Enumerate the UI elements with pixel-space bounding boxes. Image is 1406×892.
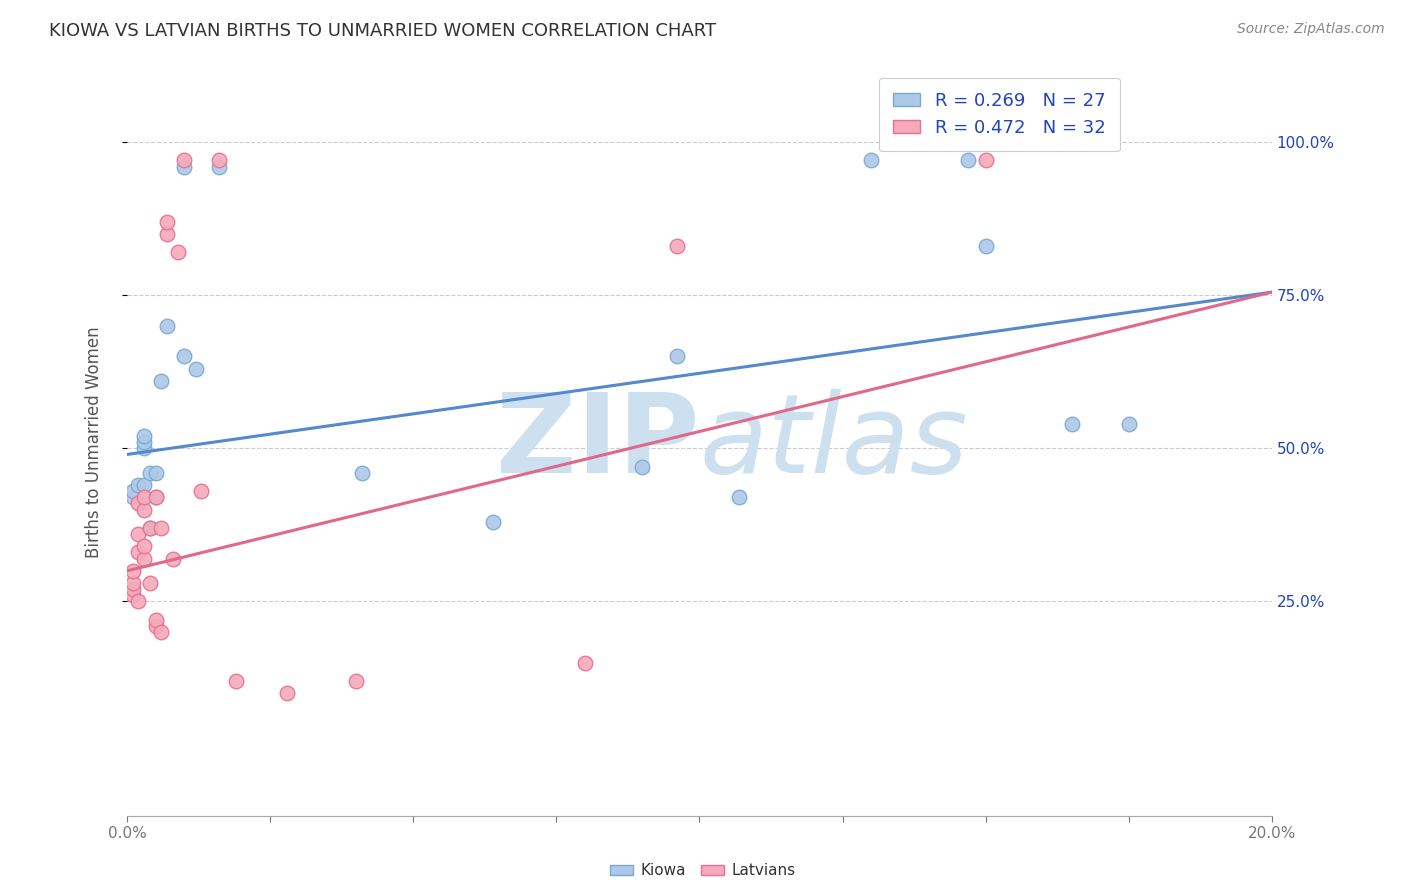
Point bbox=[482, 515, 505, 529]
Point bbox=[121, 588, 143, 602]
Point bbox=[574, 656, 596, 670]
Point bbox=[173, 350, 195, 364]
Point bbox=[631, 459, 654, 474]
Point bbox=[225, 674, 247, 689]
Point bbox=[121, 484, 143, 499]
Point bbox=[127, 545, 149, 559]
Point bbox=[127, 478, 149, 492]
Point bbox=[1118, 417, 1140, 431]
Point bbox=[162, 551, 184, 566]
Point bbox=[139, 521, 162, 535]
Point bbox=[207, 153, 229, 168]
Point bbox=[344, 674, 367, 689]
Y-axis label: Births to Unmarried Women: Births to Unmarried Women bbox=[86, 326, 103, 558]
Point bbox=[1060, 417, 1083, 431]
Legend: Kiowa, Latvians: Kiowa, Latvians bbox=[605, 857, 801, 884]
Point bbox=[132, 429, 155, 443]
Point bbox=[145, 466, 167, 480]
Point bbox=[132, 502, 155, 516]
Text: ZIP: ZIP bbox=[496, 389, 699, 496]
Point bbox=[156, 215, 179, 229]
Point bbox=[150, 625, 173, 640]
Point bbox=[139, 576, 162, 591]
Point bbox=[127, 496, 149, 510]
Point bbox=[156, 318, 179, 333]
Point bbox=[167, 245, 190, 260]
Point bbox=[156, 227, 179, 241]
Point bbox=[350, 466, 373, 480]
Point bbox=[132, 478, 155, 492]
Point bbox=[145, 619, 167, 633]
Point bbox=[145, 491, 167, 505]
Point bbox=[957, 153, 980, 168]
Point bbox=[173, 153, 195, 168]
Point bbox=[132, 442, 155, 456]
Point bbox=[145, 613, 167, 627]
Point bbox=[665, 239, 688, 253]
Point bbox=[173, 160, 195, 174]
Point bbox=[121, 491, 143, 505]
Point bbox=[207, 160, 229, 174]
Point bbox=[860, 153, 883, 168]
Point bbox=[150, 521, 173, 535]
Point bbox=[127, 527, 149, 541]
Point bbox=[127, 594, 149, 608]
Point bbox=[121, 582, 143, 597]
Point bbox=[276, 686, 298, 700]
Point bbox=[150, 374, 173, 388]
Point bbox=[121, 576, 143, 591]
Point bbox=[974, 239, 997, 253]
Point bbox=[132, 551, 155, 566]
Point bbox=[145, 491, 167, 505]
Point bbox=[132, 491, 155, 505]
Point bbox=[190, 484, 212, 499]
Point bbox=[132, 435, 155, 450]
Point bbox=[974, 153, 997, 168]
Point bbox=[121, 564, 143, 578]
Point bbox=[665, 350, 688, 364]
Legend: R = 0.269   N = 27, R = 0.472   N = 32: R = 0.269 N = 27, R = 0.472 N = 32 bbox=[879, 78, 1119, 152]
Point bbox=[184, 361, 207, 376]
Text: Source: ZipAtlas.com: Source: ZipAtlas.com bbox=[1237, 22, 1385, 37]
Point bbox=[728, 491, 751, 505]
Point bbox=[139, 466, 162, 480]
Text: atlas: atlas bbox=[699, 389, 967, 496]
Point bbox=[132, 540, 155, 554]
Point bbox=[139, 521, 162, 535]
Text: KIOWA VS LATVIAN BIRTHS TO UNMARRIED WOMEN CORRELATION CHART: KIOWA VS LATVIAN BIRTHS TO UNMARRIED WOM… bbox=[49, 22, 716, 40]
